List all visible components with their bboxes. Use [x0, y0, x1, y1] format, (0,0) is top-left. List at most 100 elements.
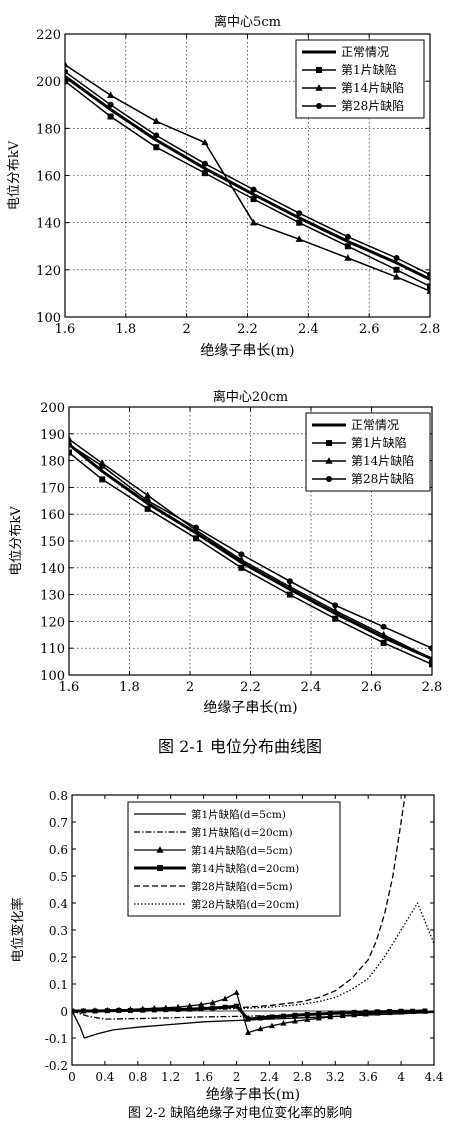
series-line-4	[72, 795, 406, 1012]
y-tick-label: 0.5	[49, 870, 68, 884]
data-point-3	[269, 1014, 275, 1020]
data-point-2	[304, 1016, 311, 1022]
plot-frame	[71, 794, 435, 1066]
legend-entry-0: 正常情况	[341, 45, 389, 59]
data-point-3	[429, 645, 432, 652]
x-tick-label: 2.8	[293, 1070, 312, 1084]
legend-entry-4: 第28片缺陷(d=5cm)	[191, 880, 293, 893]
data-point-3	[340, 1010, 346, 1016]
data-point-1	[69, 449, 72, 456]
legend-entry-3: 第28片缺陷	[341, 98, 404, 113]
y-tick-label: 110	[40, 642, 65, 657]
x-tick-label: 1.8	[119, 680, 140, 695]
data-point-1	[429, 661, 432, 668]
data-point-2	[428, 655, 432, 662]
x-axis-label: 绝缘子串长(m)	[206, 1087, 300, 1103]
chart-5cm: 离中心5cm 1.6 1.8 2 2.2 2.4 2.6 2.8 100 120 140 160 180…	[7, 14, 440, 359]
plot-area	[65, 60, 430, 294]
data-point-2	[152, 117, 160, 124]
y-tick-label: 100	[36, 311, 61, 326]
data-point-3	[387, 1009, 393, 1015]
x-tick-label: 2.4	[260, 1070, 279, 1084]
x-axis-label: 绝缘子串长(m)	[200, 343, 294, 359]
x-tick-label: 2.2	[240, 680, 261, 695]
data-point-1	[238, 564, 245, 571]
data-point-3	[153, 132, 160, 139]
data-point-2	[249, 218, 258, 226]
series-line-0	[72, 1010, 434, 1039]
data-point-1	[193, 535, 200, 542]
x-tick-label: 3.2	[326, 1070, 345, 1084]
data-point-3	[292, 1012, 298, 1018]
y-tick-label: 160	[40, 508, 65, 523]
data-point-1	[332, 615, 339, 622]
data-point-2	[344, 254, 352, 261]
series-line-1	[72, 1010, 434, 1020]
x-tick-label: 0.4	[95, 1070, 114, 1084]
chart-title: 离中心5cm	[214, 14, 281, 30]
x-tick-label: 4	[397, 1070, 405, 1084]
legend-marker-1	[326, 440, 332, 446]
legend-entry-1: 第1片缺陷	[351, 435, 407, 450]
data-point-1	[344, 243, 351, 250]
x-tick-label: 1.8	[115, 322, 136, 337]
x-tick-label: 2.2	[237, 322, 258, 337]
data-point-3	[193, 524, 200, 531]
data-point-1	[380, 639, 387, 646]
y-tick-label: 220	[36, 28, 61, 43]
data-point-2	[315, 1015, 322, 1021]
data-point-2	[107, 91, 115, 99]
data-point-3	[316, 1011, 322, 1017]
x-tick-label: 2	[186, 680, 194, 695]
x-tick-label: 2	[233, 1070, 241, 1084]
data-point-1	[201, 170, 208, 177]
data-point-3	[304, 1012, 310, 1018]
y-tick-label: 130	[40, 589, 65, 604]
data-point-2	[233, 989, 240, 995]
y-tick-label: 120	[36, 264, 61, 279]
y-tick-label: 120	[40, 615, 65, 630]
data-point-3	[201, 160, 208, 167]
data-point-2	[392, 273, 401, 280]
y-tick-label: 180	[40, 455, 65, 470]
data-point-1	[144, 505, 151, 512]
y-tick-label: 140	[36, 217, 61, 232]
legend-entry-3: 第14片缺陷(d=20cm)	[191, 862, 299, 875]
data-point-3	[144, 497, 151, 504]
data-point-2	[257, 1025, 264, 1032]
data-point-3	[344, 233, 351, 240]
y-tick-label: 0.6	[49, 843, 68, 857]
y-tick-label: 140	[40, 562, 65, 577]
data-point-2	[280, 1020, 287, 1026]
data-point-3	[250, 186, 257, 193]
y-tick-label: 0.1	[49, 978, 68, 992]
data-point-2	[426, 287, 430, 294]
x-tick-label: 0.8	[128, 1070, 147, 1084]
legend-marker-2	[156, 846, 164, 853]
legend-marker-2	[325, 457, 333, 464]
x-tick-label: 1.6	[194, 1070, 213, 1084]
data-point-1	[65, 78, 68, 85]
legend-entry-0: 正常情况	[351, 418, 399, 432]
y-axis-label: 电位分布kV	[9, 506, 24, 576]
data-point-3	[374, 1009, 380, 1015]
legend-box	[127, 801, 341, 917]
x-tick-label: 2.4	[301, 680, 322, 695]
data-point-2	[268, 1022, 275, 1029]
y-tick-label: 180	[36, 122, 61, 137]
data-point-2	[331, 606, 339, 614]
figure1-caption: 图 2-1 电位分布曲线图	[158, 737, 322, 756]
y-tick-label: 0.3	[49, 924, 68, 938]
y-tick-label: 200	[40, 401, 65, 416]
legend-entry-2: 第14片缺陷(d=5cm)	[191, 844, 293, 857]
legend-entry-2: 第14片缺陷	[341, 80, 404, 95]
y-tick-label: 100	[40, 669, 65, 684]
y-tick-label: 0.8	[49, 789, 68, 803]
y-axis-label: 电位变化率	[10, 897, 26, 962]
legend-entry-1: 第1片缺陷	[341, 62, 397, 77]
x-tick-label: 3.6	[359, 1070, 378, 1084]
data-point-3	[99, 462, 106, 469]
data-point-3	[327, 1010, 333, 1016]
